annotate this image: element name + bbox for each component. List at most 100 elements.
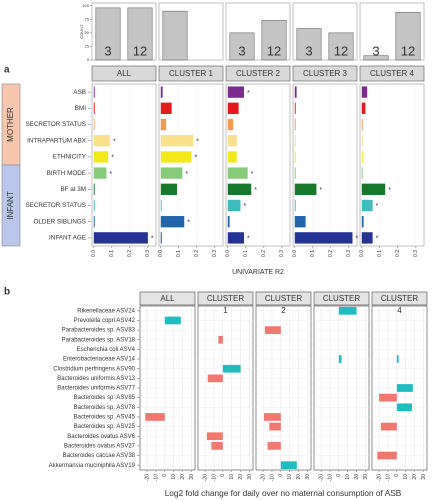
row-label: OLDER SIBLINGS — [34, 218, 87, 225]
facet-header — [359, 65, 425, 82]
bar — [361, 216, 364, 228]
bar — [294, 199, 296, 212]
bar — [227, 118, 234, 131]
bar — [206, 432, 223, 441]
bar — [338, 306, 357, 315]
row-label: Bacteroides caccae ASV38 — [63, 453, 136, 459]
bar — [363, 55, 389, 61]
facet-header — [371, 291, 428, 306]
bar — [218, 335, 223, 344]
row-label: Bacteroides sp. ASV25 — [74, 424, 136, 430]
bar — [294, 167, 296, 179]
facet-title: CLUSTER — [265, 294, 303, 303]
significance-marker: * — [111, 155, 114, 162]
significance-marker: * — [319, 187, 322, 194]
x-tick-label: 30 — [189, 474, 195, 480]
x-tick-label: 0.0 — [292, 250, 298, 257]
bar — [93, 102, 95, 114]
bar — [361, 199, 373, 212]
bar — [211, 442, 223, 450]
row-label: Escherichia coli ASV4 — [77, 347, 136, 353]
x-tick-label: 0.1 — [109, 250, 115, 257]
bar — [294, 118, 296, 131]
bar — [207, 374, 223, 383]
facet-box — [359, 83, 425, 247]
facet-header — [292, 65, 358, 82]
x-axis-label: UNIVARIATE R2 — [232, 269, 284, 276]
x-tick-label: -10 — [153, 474, 159, 481]
facet-box — [91, 83, 157, 247]
significance-marker: * — [243, 203, 246, 210]
bar — [294, 232, 353, 244]
x-tick-label: 10 — [287, 474, 293, 480]
bar — [227, 102, 239, 114]
x-tick-label: 0.0 — [225, 250, 231, 257]
bar-label: 12 — [401, 43, 415, 58]
panel-label: b — [4, 287, 10, 298]
bar — [361, 86, 368, 98]
bar — [294, 86, 297, 98]
facet-header — [313, 291, 370, 306]
x-tick-label: 0.3 — [413, 250, 419, 257]
x-tick-label: 0.0 — [359, 250, 365, 257]
row-label: Parabacteroides sp. ASV18 — [62, 337, 136, 343]
significance-marker: * — [187, 219, 190, 226]
x-tick-label: 0.0 — [158, 250, 164, 257]
bar — [93, 216, 95, 228]
bar — [361, 151, 363, 163]
bar — [263, 413, 281, 421]
bar — [338, 355, 342, 363]
row-label: SECRETOR STATUS — [25, 121, 86, 128]
y-tick-label: 50 — [85, 30, 90, 35]
bar — [227, 135, 237, 147]
bar — [95, 7, 121, 61]
row-label: ETHNICITY — [53, 154, 87, 161]
x-tick-label: 0.1 — [377, 250, 383, 257]
row-label: BMI — [75, 105, 86, 112]
row-label: ASB — [73, 89, 86, 96]
bar — [93, 135, 111, 147]
x-tick-label: 20 — [296, 474, 302, 480]
bar — [379, 393, 397, 402]
panel-label: a — [4, 65, 10, 76]
group-label: MOTHER — [6, 107, 15, 142]
row-label: Prevotella copri ASV42 — [74, 318, 136, 324]
bar — [127, 7, 153, 61]
x-tick-label: 10 — [171, 474, 177, 480]
row-label: Clostridium perfringens ASV90 — [53, 366, 135, 372]
bar — [396, 384, 413, 392]
x-tick-label: -10 — [327, 474, 333, 481]
significance-marker: * — [194, 155, 197, 162]
facet-title: CLUSTER 4 — [370, 69, 415, 78]
bar — [294, 183, 317, 195]
x-tick-label: 0.2 — [395, 250, 401, 257]
bar — [93, 86, 95, 98]
bar-label: 3 — [104, 43, 111, 58]
x-tick-label: -20 — [318, 474, 324, 481]
facet-header — [158, 65, 224, 82]
x-tick-label: 0.2 — [127, 250, 133, 257]
row-label: SECRETOR STATUS — [25, 202, 86, 209]
bar — [227, 167, 248, 179]
x-tick-label: 0.2 — [194, 250, 200, 257]
row-label: Bacteroides sp. ASV78 — [74, 405, 136, 411]
row-label: Bacteroides ovatus ASV6 — [67, 434, 135, 440]
bar-label: 12 — [334, 43, 348, 58]
facet-number: 4 — [397, 306, 402, 315]
facet-title: CLUSTER 2 — [236, 69, 281, 78]
bar-label: 3 — [372, 43, 379, 58]
x-tick-label: -10 — [211, 474, 217, 481]
y-tick-label: 25 — [85, 43, 90, 48]
x-tick-label: 0.1 — [310, 250, 316, 257]
bar — [93, 151, 109, 163]
bar — [227, 216, 230, 228]
x-tick-label: 0 — [162, 474, 168, 477]
bar — [227, 232, 245, 244]
x-tick-label: -10 — [385, 474, 391, 481]
row-label: Bacteroides uniformis ASV77 — [57, 386, 135, 392]
row-label: Akkermansia muciniphila ASV19 — [49, 463, 136, 469]
facet-header — [255, 291, 312, 306]
facet-header — [91, 65, 157, 82]
x-tick-label: 20 — [180, 474, 186, 480]
